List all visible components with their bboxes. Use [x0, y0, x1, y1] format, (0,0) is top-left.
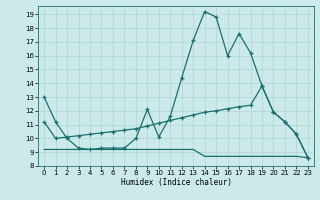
- X-axis label: Humidex (Indice chaleur): Humidex (Indice chaleur): [121, 178, 231, 187]
